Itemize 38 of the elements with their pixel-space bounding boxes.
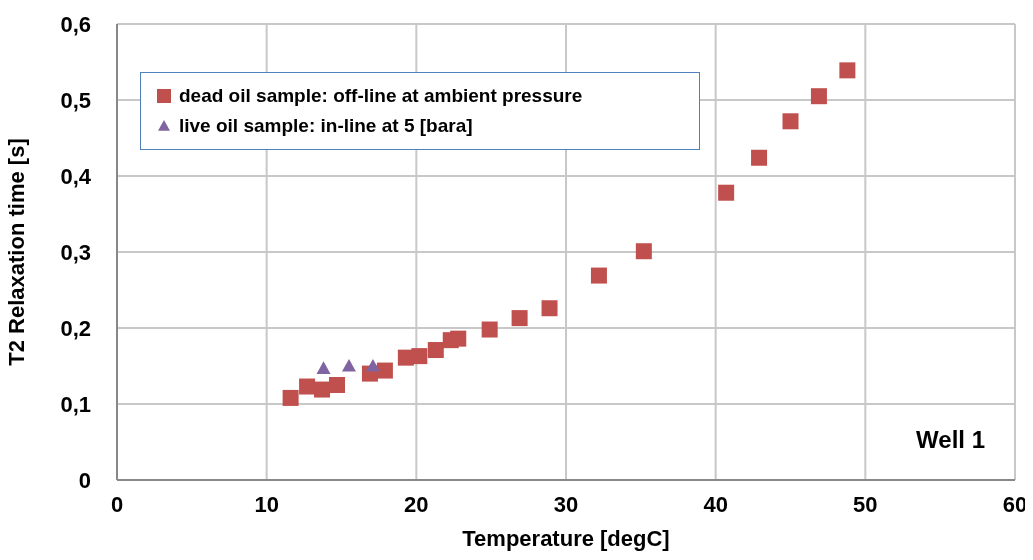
point	[329, 377, 346, 393]
y-tick-label: 0,1	[60, 391, 91, 417]
point	[782, 113, 799, 130]
x-tick-label: 50	[853, 491, 878, 517]
point	[450, 330, 467, 347]
point	[365, 359, 380, 372]
point	[810, 88, 827, 105]
y-tick-label: 0,2	[60, 315, 91, 341]
point	[541, 300, 558, 317]
y-axis-title: T2 Relaxation time [s]	[3, 138, 29, 366]
y-tick-label: 0,6	[60, 11, 91, 37]
point	[635, 243, 652, 260]
y-tick-label: 0,4	[60, 163, 92, 189]
y-tick-label: 0,5	[60, 87, 91, 113]
x-axis-title: Temperature [degC]	[462, 526, 670, 551]
point	[341, 359, 356, 372]
x-tick-label: 30	[553, 491, 579, 517]
x-tick-label: 40	[703, 491, 728, 517]
x-tick-label: 20	[404, 491, 429, 517]
point	[411, 348, 428, 365]
point	[299, 378, 316, 395]
point	[590, 267, 607, 284]
point	[718, 184, 735, 201]
point	[376, 362, 393, 379]
point	[511, 310, 528, 327]
x-tick-label: 10	[254, 491, 279, 517]
point	[481, 321, 498, 338]
y-tick-label: 0,3	[60, 239, 91, 265]
point	[427, 342, 444, 359]
y-tick-label: 0	[78, 467, 91, 493]
legend-label: live oil sample: in-line at 5 [bara]	[179, 115, 473, 137]
x-tick-label: 0	[110, 491, 124, 517]
point	[316, 361, 331, 374]
point	[751, 149, 768, 166]
point	[282, 389, 299, 406]
point	[839, 62, 856, 79]
legend-label: dead oil sample: off-line at ambient pressure	[179, 85, 583, 107]
annotation: Well 1	[916, 426, 985, 454]
